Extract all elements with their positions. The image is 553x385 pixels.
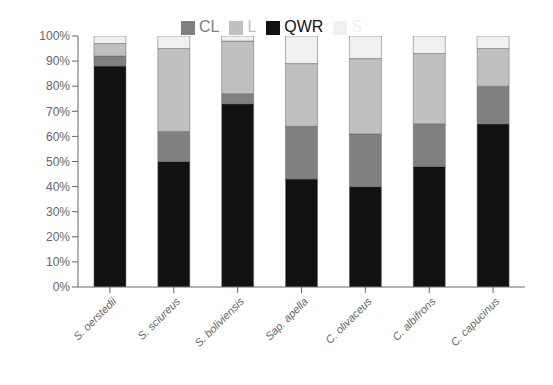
svg-text:80%: 80% [46,79,70,93]
svg-text:90%: 90% [46,54,70,68]
html-text:S: S [351,18,363,35]
svg-text:30%: 30% [46,205,70,219]
svg-text:70%: 70% [46,105,70,119]
svg-text:C. capucinus: C. capucinus [448,295,502,349]
html-text:L: L [247,18,257,35]
svg-text:40%: 40% [46,180,70,194]
svg-text:C. albifrons: C. albifrons [390,295,438,343]
svg-text:C. olivaceus: C. olivaceus [323,295,374,346]
svg-text:0%: 0% [53,280,71,294]
svg-text:S. boliviensis: S. boliviensis [192,295,246,349]
html-text:CL: CL [198,18,220,35]
svg-text:50%: 50% [46,155,70,169]
svg-text:S. oerstedii: S. oerstedii [71,295,119,343]
svg-text:60%: 60% [46,130,70,144]
svg-text:20%: 20% [46,230,70,244]
svg-text:Sap. apella: Sap. apella [263,295,310,342]
svg-text:100%: 100% [39,29,70,43]
svg-text:10%: 10% [46,255,70,269]
html-text:QWR: QWR [284,18,324,35]
svg-text:S. sciureus: S. sciureus [135,295,182,342]
